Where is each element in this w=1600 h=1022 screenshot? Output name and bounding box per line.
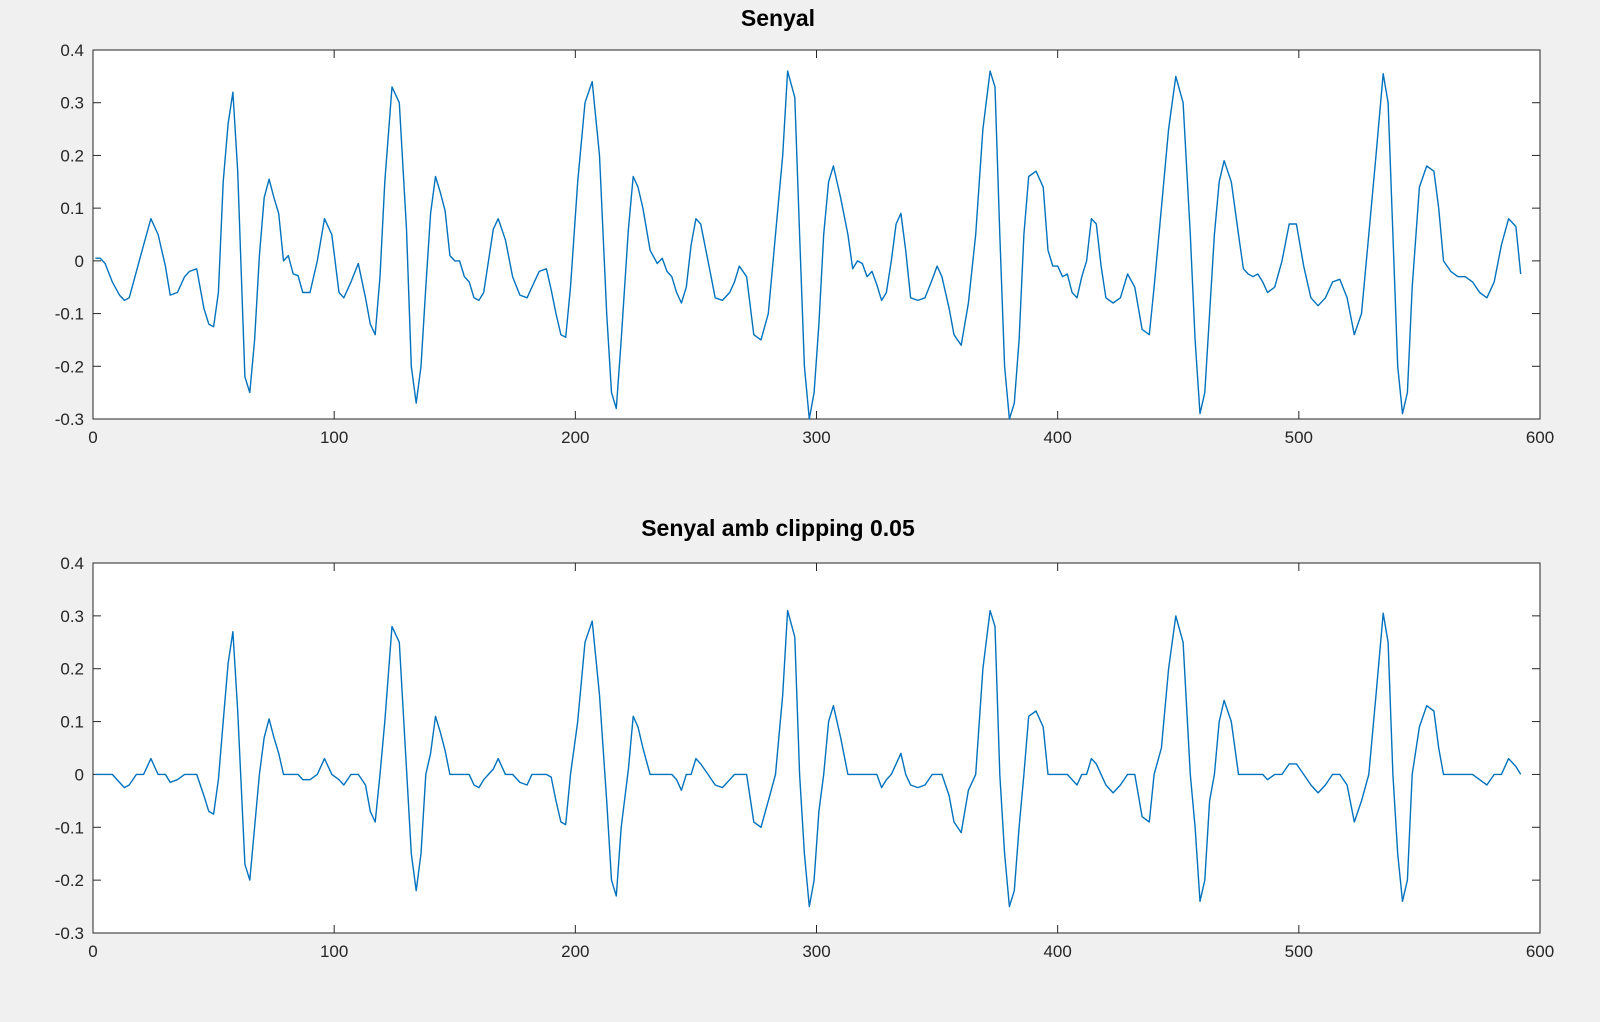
x-tick-label: 0 <box>88 942 97 961</box>
y-tick-label: 0 <box>75 252 84 271</box>
y-tick-label: 0.2 <box>60 660 84 679</box>
y-tick-label: 0.3 <box>60 607 84 626</box>
y-tick-label: -0.3 <box>55 924 84 943</box>
x-tick-label: 400 <box>1043 942 1071 961</box>
x-tick-label: 0 <box>88 428 97 447</box>
x-tick-label: 500 <box>1285 428 1313 447</box>
x-tick-label: 300 <box>802 428 830 447</box>
y-tick-label: 0.3 <box>60 94 84 113</box>
y-tick-label: -0.2 <box>55 871 84 890</box>
y-tick-label: 0.1 <box>60 199 84 218</box>
x-tick-label: 400 <box>1043 428 1071 447</box>
chart-title: Senyal <box>741 5 815 31</box>
axes-senyal-clipping: Senyal amb clipping 0.05 0 100 200 300 400 50… <box>55 515 1554 961</box>
x-tick-label: 600 <box>1526 428 1554 447</box>
x-tick-label: 300 <box>802 942 830 961</box>
x-tick-label: 200 <box>561 942 589 961</box>
x-tick-label: 500 <box>1285 942 1313 961</box>
x-tick-label: 100 <box>320 942 348 961</box>
x-tick-label: 600 <box>1526 942 1554 961</box>
y-tick-label: 0 <box>75 765 84 784</box>
y-tick-label: 0.4 <box>60 554 84 573</box>
y-tick-label: 0.2 <box>60 146 84 165</box>
series-line <box>95 609 1522 908</box>
x-tick-label: 100 <box>320 428 348 447</box>
axes-senyal: Senyal 0 100 200 300 400 500 600 -0.3 -0.2 -0.1 0 0… <box>55 5 1554 447</box>
y-tick-label: -0.1 <box>55 818 84 837</box>
x-tick-label: 200 <box>561 428 589 447</box>
chart-title: Senyal amb clipping 0.05 <box>641 515 915 541</box>
y-tick-label: -0.2 <box>55 357 84 376</box>
series-line <box>95 70 1522 420</box>
y-tick-label: 0.1 <box>60 713 84 732</box>
y-tick-label: 0.4 <box>60 41 84 60</box>
plot-area <box>92 562 1541 934</box>
y-tick-label: -0.1 <box>55 305 84 324</box>
y-tick-label: -0.3 <box>55 410 84 429</box>
